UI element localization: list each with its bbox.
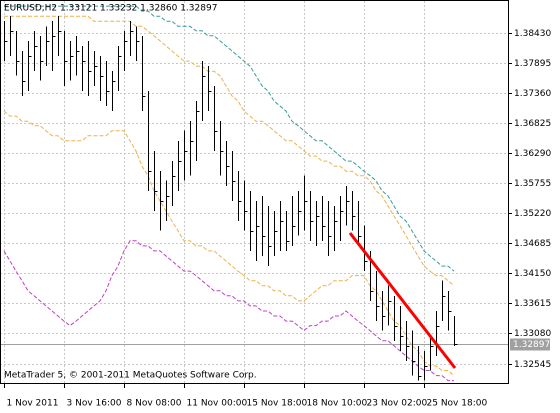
copyright-annotation: MetaTrader 5, © 2001-2011 MetaQuotes Sof… [4,371,257,381]
x-tick-label: 18 Nov 10:00 [307,399,368,409]
band-line [3,240,454,382]
x-tick-label: 1 Nov 2011 [7,399,59,409]
last-price-box [510,338,550,351]
x-tick-label: 8 Nov 08:00 [127,399,182,409]
last-price-label: 1.32897 [513,340,550,350]
y-tick-label: 1.34685 [514,239,551,249]
bar-layer [4,16,458,381]
x-tick-label: 15 Nov 18:00 [247,399,308,409]
band-line [4,15,455,287]
axis-layer: 1.38430 1.37895 1.37360 1.36825 1.36290 1.357… [4,29,551,409]
x-tick-label: 11 Nov 00:00 [187,399,248,409]
y-tick-label: 1.37360 [514,89,551,99]
y-tick-label: 1.32545 [514,360,551,370]
band-layer [3,5,455,382]
y-tick-label: 1.36290 [514,149,551,159]
y-tick-label: 1.35755 [514,179,551,189]
x-tick-label: 25 Nov 18:00 [427,399,488,409]
y-tick-label: 1.34150 [514,269,551,279]
y-tick-label: 1.38430 [514,29,551,39]
band-line [3,110,455,376]
trend-line [348,232,457,369]
plot-frame [0,0,509,384]
y-tick-label: 1.33080 [514,329,551,339]
band-line [4,5,455,272]
y-tick-label: 1.36825 [514,119,551,129]
chart-title: EURUSD,H2 1.33121 1.33232 1.32860 1.3289… [4,4,217,14]
y-tick-label: 1.33615 [514,299,551,309]
grid-layer [0,1,508,384]
y-tick-label: 1.35220 [514,209,551,219]
x-tick-label: 23 Nov 02:00 [367,399,428,409]
y-tick-label: 1.37895 [514,59,551,69]
x-tick-label: 3 Nov 16:00 [67,399,122,409]
